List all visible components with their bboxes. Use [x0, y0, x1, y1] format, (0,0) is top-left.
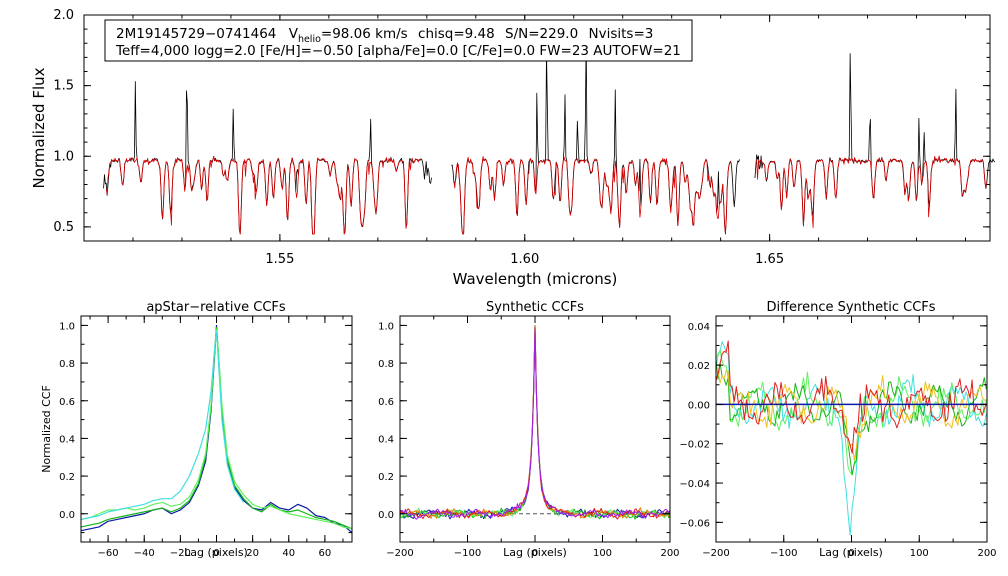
apstar-ccf-panel: apStar−relative CCFs −60 −40 −20 0 20 40 60 0.0…: [40, 300, 353, 559]
difference-ccf-frame: [715, 315, 988, 543]
y-tick-label: 0.6: [378, 397, 394, 408]
synthetic-ccf-series-line: [399, 330, 671, 520]
y-tick-label: 1.0: [53, 149, 74, 164]
y-tick-label: 0.0: [59, 510, 75, 521]
x-tick-label: −200: [386, 548, 413, 559]
synthetic-ccf-series-line: [399, 324, 671, 519]
spectrum-traces: [103, 33, 996, 235]
y-tick-label: 0.00: [688, 400, 710, 411]
spectrum-synthetic-line: [756, 155, 988, 229]
nvisits-value: Nvisits=3: [589, 26, 654, 42]
spectrum-axes: 1.55 1.60 1.65 0.5 1.0 1.5 2.0: [53, 8, 990, 267]
spectrum-observed-line: [451, 33, 740, 235]
synthetic-ccf-axes: −200 −100 0 100 200 0.0 0.2 0.4 0.6 0.8 1.0: [378, 316, 680, 559]
spectrum-info-line-2: Teff=4,000 logg=2.0 [Fe/H]=−0.50 [alpha/…: [115, 43, 681, 59]
difference-ccf-axes: −200 −100 0 100 200 −0.06 −0.04 −0.02 0.00 0.02 0.…: [679, 316, 997, 559]
y-tick-label: 0.8: [59, 359, 75, 370]
x-tick-label: 1.65: [755, 252, 784, 267]
synthetic-ccf-panel: Synthetic CCFs −200 −100 0 100 200 0.0 0.2 0.4 0…: [378, 300, 679, 559]
spectrum-observed-line: [754, 53, 996, 227]
vhelio-prefix: V: [289, 26, 299, 42]
spectrum-y-axis-label: Normalized Flux: [30, 67, 48, 188]
x-tick-label: −100: [770, 548, 797, 559]
y-tick-label: −0.06: [679, 518, 710, 529]
y-tick-label: 0.0: [378, 510, 394, 521]
y-tick-label: −0.04: [679, 479, 710, 490]
x-tick-label: −60: [98, 548, 119, 559]
apstar-ccf-title: apStar−relative CCFs: [146, 300, 286, 315]
apstar-ccf-series-line: [80, 330, 245, 520]
x-tick-label: 0: [213, 548, 219, 559]
spectrum-observed-line: [103, 81, 432, 235]
x-tick-label: −20: [170, 548, 191, 559]
x-tick-label: 200: [977, 548, 996, 559]
y-tick-label: 0.8: [378, 359, 394, 370]
x-tick-label: 20: [246, 548, 259, 559]
x-tick-label: 100: [593, 548, 612, 559]
y-tick-label: 0.6: [59, 397, 75, 408]
x-tick-label: −40: [134, 548, 155, 559]
difference-ccf-series-line: [715, 369, 987, 461]
difference-ccf-series-line: [715, 349, 987, 476]
y-tick-label: 1.5: [53, 79, 74, 94]
x-tick-label: 1.55: [265, 252, 294, 267]
synthetic-ccf-series-line: [399, 324, 671, 520]
spectrum-synthetic-line: [453, 156, 732, 235]
spectrum-info-box: [104, 19, 693, 62]
vhelio-subscript: helio: [298, 34, 321, 45]
y-tick-label: 0.4: [59, 434, 75, 445]
x-tick-label: 0: [532, 548, 538, 559]
spectrum-panel: 1.55 1.60 1.65 0.5 1.0 1.5 2.0 2M19145729−0741…: [30, 8, 996, 288]
y-tick-label: 1.0: [59, 321, 75, 332]
spectrum-synthetic-line: [105, 155, 422, 235]
x-tick-label: −100: [454, 548, 481, 559]
synthetic-ccf-series-line: [399, 324, 671, 519]
spectrum-x-axis-label: Wavelength (microns): [453, 270, 618, 288]
vhelio-value: =98.06 km/s: [321, 26, 408, 42]
difference-ccf-series-line: [715, 340, 987, 454]
apstar-ccf-x-axis-label: Lag (pixels): [184, 546, 248, 559]
apstar-ccf-axes: −60 −40 −20 0 20 40 60 0.0 0.2 0.4 0.6 0.8 1.0: [59, 316, 352, 559]
y-tick-label: 0.5: [53, 220, 74, 235]
x-tick-label: 100: [910, 548, 929, 559]
synthetic-ccf-series-line: [399, 324, 671, 520]
x-tick-label: 200: [660, 548, 679, 559]
y-tick-label: 0.2: [59, 472, 75, 483]
y-tick-label: 0.2: [378, 472, 394, 483]
difference-ccf-series-line: [715, 341, 987, 536]
y-tick-label: 0.02: [688, 361, 710, 372]
x-tick-label: 40: [282, 548, 295, 559]
apstar-ccf-series-line: [80, 324, 353, 534]
y-tick-label: −0.02: [679, 440, 710, 451]
x-tick-label: 1.60: [510, 252, 539, 267]
difference-ccf-traces: [715, 340, 987, 536]
spectrum-info-line-1: 2M19145729−0741464 Vhelio=98.06 km/s chi…: [116, 26, 653, 45]
apstar-ccf-traces: [80, 324, 353, 534]
difference-ccf-title: Difference Synthetic CCFs: [766, 300, 935, 315]
difference-ccf-x-axis-label: Lag (pixels): [819, 546, 883, 559]
difference-ccf-panel: Difference Synthetic CCFs −200 −100 0 100 20…: [679, 300, 996, 559]
synthetic-ccf-traces: [399, 324, 671, 520]
apstar-ccf-series-line: [80, 326, 353, 530]
apstar-ccf-series-line: [80, 328, 353, 530]
synthetic-ccf-x-axis-label: Lag (pixels): [503, 546, 567, 559]
y-tick-label: 0.4: [378, 434, 394, 445]
sn-value: S/N=229.0: [505, 26, 578, 42]
synthetic-ccf-series-line: [399, 326, 671, 520]
chisq-value: chisq=9.48: [418, 26, 495, 42]
star-id: 2M19145729−0741464: [116, 26, 276, 42]
y-tick-label: 0.04: [688, 322, 710, 333]
synthetic-ccf-title: Synthetic CCFs: [486, 300, 584, 315]
x-tick-label: −200: [702, 548, 729, 559]
y-tick-label: 2.0: [53, 8, 74, 23]
x-tick-label: 60: [319, 548, 332, 559]
y-tick-label: 1.0: [378, 321, 394, 332]
difference-ccf-series-line: [715, 359, 987, 476]
apstar-ccf-y-axis-label: Normalized CCF: [40, 385, 53, 473]
x-tick-label: 0: [848, 548, 854, 559]
apstar-ccf-frame: [80, 315, 353, 543]
